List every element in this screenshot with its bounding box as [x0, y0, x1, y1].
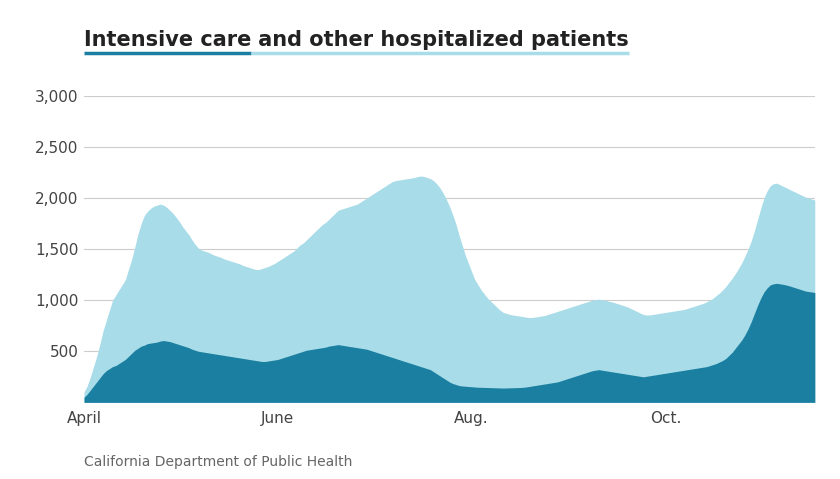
Text: and other hospitalized patients: and other hospitalized patients [251, 30, 629, 50]
Text: California Department of Public Health: California Department of Public Health [84, 456, 352, 469]
Text: Intensive care: Intensive care [84, 30, 251, 50]
